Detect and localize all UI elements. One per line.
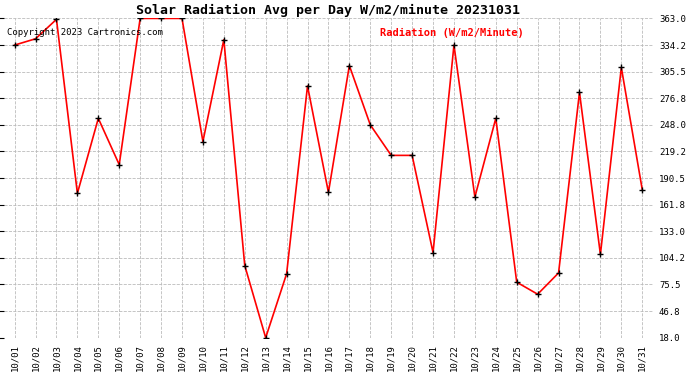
Text: Radiation (W/m2/Minute): Radiation (W/m2/Minute) bbox=[380, 28, 524, 38]
Title: Solar Radiation Avg per Day W/m2/minute 20231031: Solar Radiation Avg per Day W/m2/minute … bbox=[137, 4, 520, 17]
Text: Copyright 2023 Cartronics.com: Copyright 2023 Cartronics.com bbox=[8, 28, 164, 37]
